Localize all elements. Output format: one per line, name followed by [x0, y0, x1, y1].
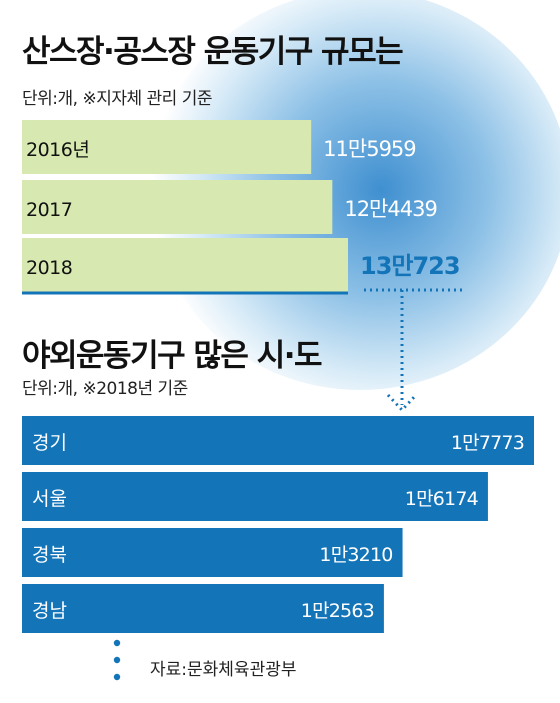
- bottom-value-label-1: 1만7773: [451, 432, 524, 454]
- source-dot-1: [113, 639, 121, 647]
- top-chart-unit: 단위:개, ※지자체 관리 기준: [22, 89, 213, 109]
- source-dot-2: [113, 656, 121, 664]
- bottom-category-label-1: 경기: [32, 432, 67, 454]
- top-value-label-3: 13만723: [360, 252, 460, 280]
- bottom-bar-1: [22, 416, 534, 465]
- bottom-value-label-3: 1만3210: [319, 544, 392, 566]
- bottom-bar-2: [22, 472, 488, 521]
- bottom-bar-4: [22, 584, 384, 633]
- top-category-label-2: 2017: [26, 199, 72, 221]
- bottom-value-label-2: 1만6174: [405, 488, 479, 510]
- bottom-value-label-4: 1만2563: [301, 600, 374, 622]
- connector-arrowhead: [386, 393, 418, 413]
- top-bar-2: [22, 180, 333, 234]
- bottom-chart-title: 야외운동기구 많은 시·도: [22, 338, 323, 374]
- bottom-chart-unit: 단위:개, ※2018년 기준: [22, 379, 188, 399]
- top-chart-title: 산스장·공스장 운동기구 규모는: [22, 34, 404, 70]
- bottom-category-label-4: 경남: [32, 600, 67, 622]
- source-note: 자료:문화체육관광부: [150, 660, 297, 680]
- source-dot-3: [113, 673, 121, 681]
- bottom-bar-3: [22, 528, 403, 577]
- top-value-label-2: 12만4439: [344, 197, 437, 221]
- bottom-category-label-3: 경북: [32, 544, 67, 566]
- top-bar-1: [22, 120, 312, 174]
- top-value-label-1: 11만5959: [323, 137, 416, 161]
- top-category-label-3: 2018: [26, 257, 72, 279]
- bottom-category-label-2: 서울: [32, 488, 67, 510]
- top-category-label-1: 2016년: [26, 139, 89, 161]
- top-bar-3: [22, 238, 348, 292]
